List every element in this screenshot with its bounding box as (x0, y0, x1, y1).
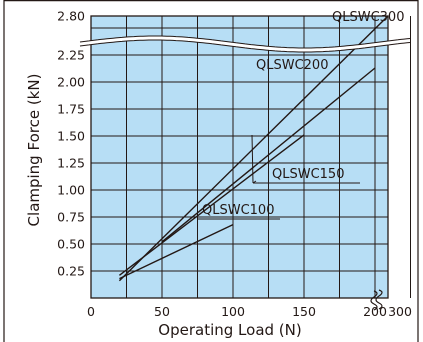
y-tick-label: 0.75 (57, 210, 85, 225)
data-lines (118, 15, 389, 282)
x-tick-label: 100 (221, 304, 245, 319)
y-tick-label: 0.50 (57, 237, 85, 252)
series-label-qlswc150-leader (251, 134, 360, 184)
y-tick-label: 2.80 (57, 9, 85, 24)
series-label-qlswc150: QLSWC150 (272, 167, 344, 182)
x-tick-label: 200 (363, 304, 387, 319)
y-tick-label: 1.50 (57, 129, 85, 144)
series-line-qlswc100 (119, 223, 234, 280)
plot-border (90, 15, 389, 299)
y-axis-break-line-upper (79, 35, 411, 49)
y-tick-label: 1.00 (57, 183, 85, 198)
y-tick-label: 1.25 (57, 156, 85, 171)
y-axis-break-line-lower (79, 39, 411, 53)
series-label-qlswc300: QLSWC300 (332, 10, 404, 25)
x-axis-break-mark-left (370, 290, 378, 311)
series-line-qlswc150 (118, 134, 305, 276)
x-tick-label: 300 (388, 304, 412, 319)
series-label-qlswc200: QLSWC200 (256, 58, 328, 73)
series-label-qlswc100: QLSWC100 (202, 203, 274, 218)
y-tick-label: 1.75 (57, 102, 85, 117)
series-labels: QLSWC300 QLSWC200 QLSWC150 QLSWC100 (198, 10, 404, 220)
x-tick-label: 150 (292, 304, 316, 319)
x-axis-break-mark-right (375, 289, 383, 310)
outer-frame (3, 0, 419, 342)
y-axis-title: Clamping Force (kN) (25, 74, 43, 227)
grid-lines (90, 15, 411, 299)
y-tick-label: 0.25 (57, 264, 85, 279)
series-line-qlswc200 (161, 67, 376, 243)
x-tick-label: 50 (154, 304, 170, 319)
x-axis-title: Operating Load (N) (158, 321, 301, 339)
x-tick-label: 0 (87, 304, 95, 319)
y-tick-label: 2.25 (57, 48, 85, 63)
y-tick-label: 2.00 (57, 75, 85, 90)
x-tick-labels: 050100150200250300 (87, 304, 412, 319)
series-line-qlswc300 (118, 15, 389, 282)
y-tick-labels: 0.25 0.50 0.75 1.00 1.25 1.50 1.75 2.00 2.25 2.80 (57, 9, 85, 279)
plot-background (91, 16, 388, 298)
plot-area (91, 16, 388, 298)
break-marks (79, 35, 411, 311)
